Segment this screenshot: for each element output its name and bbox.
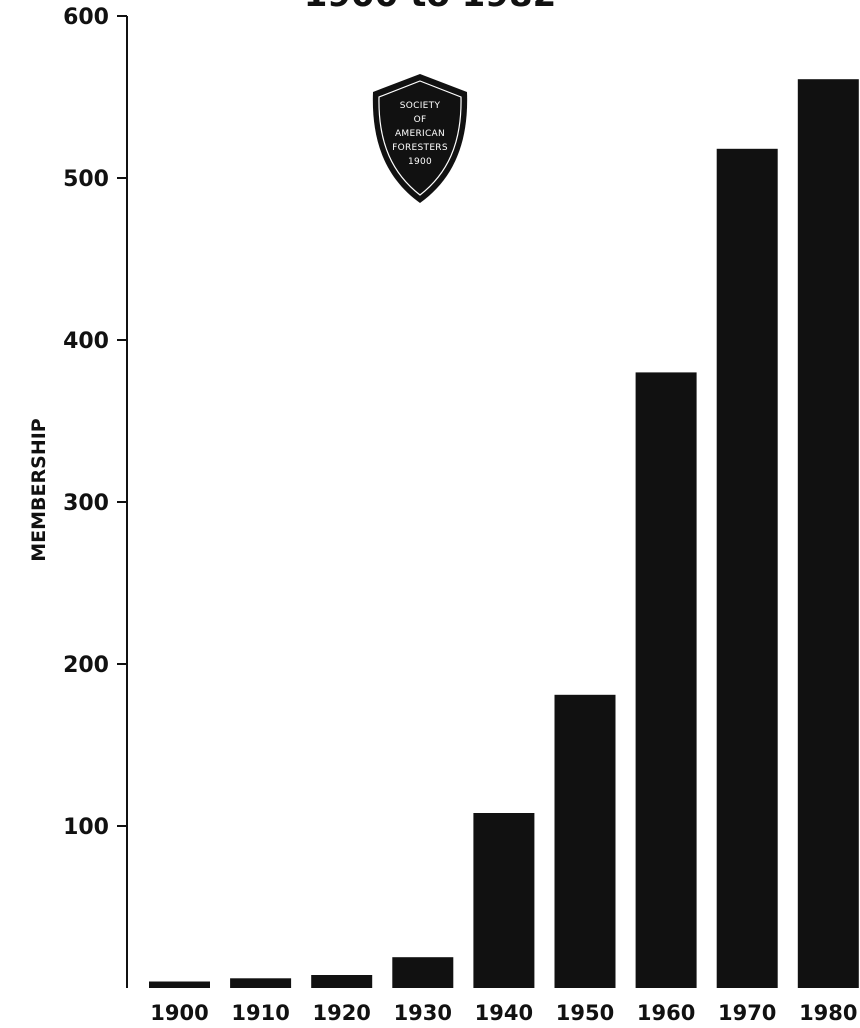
chart-title: 1900 to 1982: [304, 0, 557, 15]
seal-line-1: SOCIETY: [400, 101, 441, 111]
y-tick-label: 400: [63, 329, 109, 354]
x-category-label: 1900: [150, 1001, 208, 1025]
y-tick-label: 300: [63, 491, 109, 516]
bar-1950: [554, 694, 616, 988]
y-axis-ticks: 100 200 300 400 500 600: [63, 5, 127, 840]
y-tick-label: 200: [63, 653, 109, 678]
x-category-label: 1910: [231, 1001, 289, 1025]
x-category-label: 1940: [475, 1001, 533, 1025]
x-category-label: 1950: [556, 1001, 614, 1025]
bar-1910: [230, 978, 292, 988]
bar-1920: [311, 975, 373, 988]
society-of-american-foresters-seal-icon: SOCIETY OF AMERICAN FORESTERS 1900: [372, 74, 468, 203]
x-category-label: 1980: [799, 1001, 857, 1025]
x-axis-labels: 1900 1910 1920 1930 1940 1950 1960 1970 1980: [150, 1001, 857, 1025]
x-category-label: 1920: [312, 1001, 370, 1025]
bars-group: [149, 79, 859, 989]
bar-1970: [716, 148, 778, 989]
bar-1980: [797, 79, 859, 988]
x-category-label: 1960: [637, 1001, 695, 1025]
seal-line-4: FORESTERS: [392, 143, 448, 153]
seal-line-2: OF: [414, 115, 427, 125]
bar-1930: [392, 957, 454, 988]
bar-1900: [149, 981, 210, 988]
y-tick-label: 100: [63, 815, 109, 840]
y-tick-label: 500: [63, 167, 109, 192]
bar-1960: [635, 372, 697, 988]
y-tick-label: 600: [63, 5, 109, 30]
y-axis-label: MEMBERSHIP: [28, 418, 50, 562]
seal-line-5: 1900: [408, 157, 432, 167]
seal-line-3: AMERICAN: [395, 129, 445, 139]
x-category-label: 1930: [394, 1001, 452, 1025]
bar-1940: [473, 813, 535, 988]
x-category-label: 1970: [718, 1001, 776, 1025]
